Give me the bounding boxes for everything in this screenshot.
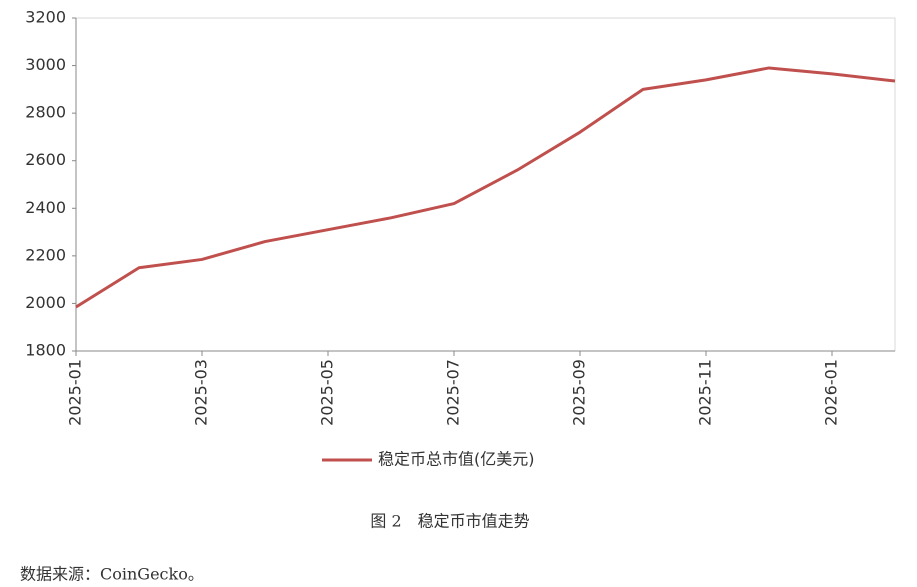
x-tick-label: 2026-01 [822, 359, 841, 426]
y-tick-label: 2000 [25, 293, 66, 312]
x-tick-label: 2025-11 [696, 359, 715, 426]
y-tick-label: 3200 [25, 8, 66, 27]
y-tick-label: 2600 [25, 150, 66, 169]
caption: 图 2 稳定币市值走势 [370, 512, 529, 531]
x-tick-label: 2025-09 [570, 359, 589, 426]
x-tick-label: 2025-01 [66, 359, 85, 426]
y-tick-label: 1800 [25, 341, 66, 360]
y-tick-label: 2800 [25, 103, 66, 122]
y-tick-label: 3000 [25, 55, 66, 74]
line-series [75, 66, 896, 309]
y-tick-label: 2200 [25, 245, 66, 264]
x-tick-label: 2025-03 [192, 359, 211, 426]
x-tick-label: 2025-07 [444, 359, 463, 426]
source: 数据来源：CoinGecko。 [20, 565, 204, 584]
y-tick-label: 2400 [25, 198, 66, 217]
x-tick-label: 2025-05 [318, 359, 337, 426]
legend-label: 稳定币总市值(亿美元) [378, 450, 535, 469]
